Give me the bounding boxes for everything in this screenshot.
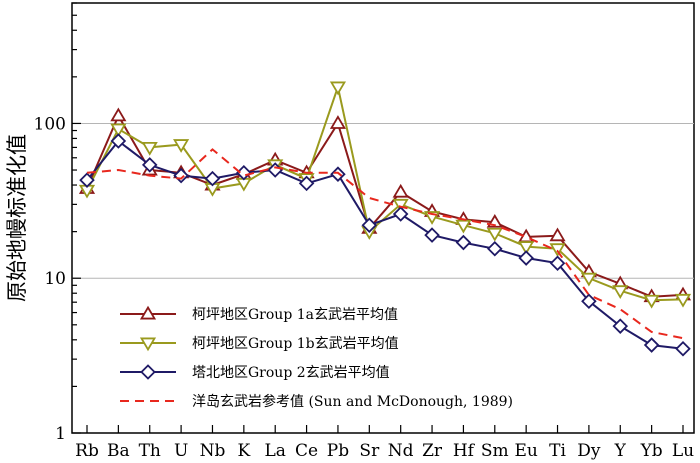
series-2-point-Lu xyxy=(674,293,692,308)
series-3-point-Y xyxy=(612,318,629,334)
series-3-point-Th xyxy=(141,157,158,173)
x-tick-label-K: K xyxy=(237,441,250,461)
series-2 xyxy=(78,81,692,309)
series-3-point-Zr xyxy=(424,227,440,243)
series-2-line xyxy=(86,83,684,302)
series-2-point-Y xyxy=(612,285,629,300)
x-tick-label-Pb: Pb xyxy=(327,441,349,461)
series-2-point-Sm xyxy=(486,227,503,242)
series-2-point-Th xyxy=(141,141,158,156)
x-tick-label-Nd: Nd xyxy=(388,441,414,461)
series-3-point-Rb xyxy=(79,172,95,188)
x-tick-label-Rb: Rb xyxy=(75,441,99,461)
series-2-point-Yb xyxy=(643,294,660,309)
series-1-point-Ba xyxy=(110,107,127,122)
series-4 xyxy=(86,148,684,340)
series-3-point-U xyxy=(173,167,189,184)
x-tick-label-Zr: Zr xyxy=(422,441,443,461)
x-tick-label-Sm: Sm xyxy=(481,441,509,461)
x-tick-label-Sr: Sr xyxy=(359,441,380,461)
series-4-line xyxy=(86,148,684,340)
series-1-point-Pb xyxy=(329,115,347,129)
legend-label-1: 柯坪地区Group 1a玄武岩平均值 xyxy=(192,306,398,323)
x-tick-label-Eu: Eu xyxy=(514,441,537,461)
x-tick-label-Lu: Lu xyxy=(672,441,694,461)
x-tick-label-La: La xyxy=(264,441,285,461)
x-tick-label-Y: Y xyxy=(614,441,627,461)
series-3-point-Sm xyxy=(487,240,503,257)
series-2-point-Hf xyxy=(455,219,472,234)
series-2-point-Nd xyxy=(392,198,409,213)
series-layer xyxy=(78,81,692,357)
series-3-point-Nd xyxy=(392,206,409,222)
x-tick-label-Hf: Hf xyxy=(453,441,476,461)
x-axis: Rb Ba Th U Nb K La Ce Pb Sr Nd Zr Hf Sm Eu Ti Dy Y Yb Lu xyxy=(75,425,694,461)
legend-marker-3 xyxy=(140,364,156,380)
x-tick-label-Th: Th xyxy=(139,441,161,461)
series-3-point-Sr xyxy=(361,217,378,233)
y-tick-label: 1 xyxy=(55,424,66,444)
legend-label-3: 塔北地区Group 2玄武岩平均值 xyxy=(192,364,390,381)
series-3-point-Eu xyxy=(518,250,534,266)
series-3-point-Ce xyxy=(298,175,315,192)
legend-marker-2 xyxy=(139,337,157,352)
legend-marker-1 xyxy=(139,305,157,320)
x-tick-label-Dy: Dy xyxy=(577,441,601,461)
series-1 xyxy=(78,107,692,303)
y-axis: 1 10 100 xyxy=(34,2,81,444)
y-axis-title: 原始地幔标准化值 xyxy=(5,134,29,302)
series-3-point-K xyxy=(236,165,252,181)
series-2-point-Dy xyxy=(580,272,597,287)
series-3-point-Lu xyxy=(675,341,691,357)
series-2-point-Ba xyxy=(110,123,127,138)
series-3-point-Dy xyxy=(581,293,597,310)
series-3-point-Hf xyxy=(455,234,472,251)
y-tick-label: 10 xyxy=(44,269,66,289)
series-3-point-Pb xyxy=(330,166,346,182)
x-tick-label-U: U xyxy=(174,441,188,461)
series-3-point-Yb xyxy=(643,337,660,353)
y-tick-label: 100 xyxy=(34,114,66,134)
legend-label-4: 洋岛玄武岩参考值 (Sun and McDonough, 1989) xyxy=(192,393,513,410)
x-tick-label-Yb: Yb xyxy=(640,441,663,461)
legend-label-2: 柯坪地区Group 1b玄武岩平均值 xyxy=(192,335,399,352)
series-1-point-Ti xyxy=(549,227,566,242)
series-3-point-Nb xyxy=(204,170,221,187)
plot-frame xyxy=(71,2,695,434)
plot-border xyxy=(71,2,695,434)
series-2-point-Pb xyxy=(329,81,347,96)
series-3-point-Ti xyxy=(549,255,566,271)
series-2-point-U xyxy=(173,139,190,153)
series-2-point-Eu xyxy=(518,241,535,255)
series-3 xyxy=(79,133,691,357)
series-2-point-Ti xyxy=(549,243,566,258)
x-tick-label-Ce: Ce xyxy=(295,441,318,461)
series-3-point-Ba xyxy=(110,133,127,149)
x-tick-label-Ba: Ba xyxy=(107,441,130,461)
x-tick-label-Nb: Nb xyxy=(200,441,226,461)
series-1-point-Nd xyxy=(392,183,409,198)
x-tick-label-Ti: Ti xyxy=(549,441,566,461)
